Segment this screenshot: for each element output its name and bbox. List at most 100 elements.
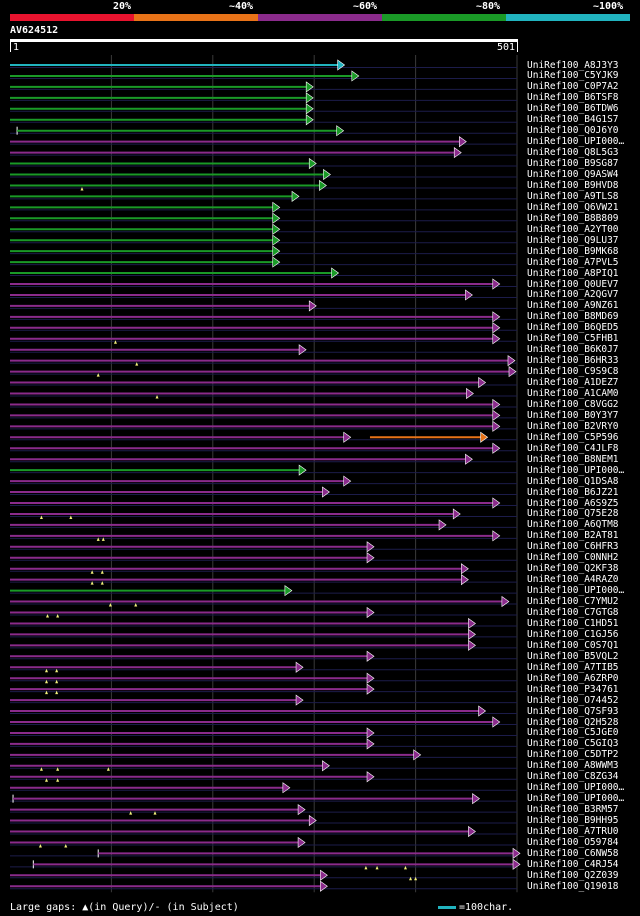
hit-name-link[interactable]: UniRef100_C5DTP2 [527, 749, 619, 761]
hit-name-link[interactable]: UniRef100_C0NNH2 [527, 552, 619, 564]
query-gap-mark [96, 537, 100, 541]
query-gap-mark [100, 581, 104, 585]
hit-name-link[interactable]: UniRef100_A1CAM0 [527, 388, 619, 399]
hit-name-link[interactable]: UniRef100_C5P596 [527, 431, 619, 443]
hit-name-link[interactable]: UniRef100_B6K0J7 [527, 344, 619, 356]
hit-name-link[interactable]: UniRef100_A8J3Y3 [527, 59, 619, 71]
hit-name-link[interactable]: UniRef100_Q2Z039 [527, 869, 619, 881]
hit-name-link[interactable]: UniRef100_Q1DSA8 [527, 475, 619, 487]
legend-swatch-80 [382, 14, 506, 21]
hit-name-link[interactable]: UniRef100_C0S7Q1 [527, 639, 619, 651]
scale-label: =100char. [459, 902, 514, 913]
hit-name-link[interactable]: UniRef100_Q0J6Y0 [527, 125, 619, 137]
ruler-start-label: 1 [13, 42, 20, 53]
hit-name-link[interactable]: UniRef100_B4G1S7 [527, 114, 619, 126]
hit-name-link[interactable]: UniRef100_Q19018 [527, 880, 619, 892]
hit-bar [10, 453, 473, 465]
hit-name-link[interactable]: UniRef100_C1GJ56 [527, 628, 619, 640]
hit-name-link[interactable]: UniRef100_C8VGG2 [527, 398, 619, 410]
hit-name-link[interactable]: UniRef100_C6NW58 [527, 847, 619, 859]
hit-name-link[interactable]: UniRef100_P34761 [527, 683, 619, 695]
hit-name-link[interactable]: UniRef100_O74452 [527, 694, 619, 706]
hit-name-link[interactable]: UniRef100_B9MK68 [527, 245, 619, 257]
hit-name-link[interactable]: UniRef100_A7TRU0 [527, 826, 619, 837]
hit-name-link[interactable]: UniRef100_A7TIB5 [527, 661, 619, 673]
hit-name-link[interactable]: UniRef100_A9TLS8 [527, 190, 619, 202]
hit-name-link[interactable]: UniRef100_A8PIQ1 [527, 267, 619, 279]
hit-bar [10, 760, 330, 772]
hit-name-link[interactable]: UniRef100_C5GIQ3 [527, 738, 619, 750]
hit-name-link[interactable]: UniRef100_B6TDW6 [527, 103, 619, 115]
query-gap-mark [56, 614, 60, 618]
hit-name-link[interactable]: UniRef100_C4RJ54 [527, 858, 619, 870]
hit-name-link[interactable]: UniRef100_B8NEM1 [527, 453, 619, 465]
hit-name-link[interactable]: UniRef100_A6S9Z5 [527, 497, 619, 509]
hit-name-link[interactable]: UniRef100_UPI000… [527, 585, 625, 597]
hit-bar [10, 333, 501, 345]
hit-name-link[interactable]: UniRef100_UPI000… [527, 464, 625, 476]
hit-name-link[interactable]: UniRef100_C6HFR3 [527, 541, 619, 553]
hit-name-link[interactable]: UniRef100_UPI000… [527, 136, 625, 148]
hit-name-link[interactable]: UniRef100_C0P7A2 [527, 81, 619, 93]
hit-name-link[interactable]: UniRef100_C1HD51 [527, 617, 619, 629]
hit-name-link[interactable]: UniRef100_Q2KF38 [527, 563, 619, 575]
hit-name-link[interactable]: UniRef100_B9HH95 [527, 815, 619, 827]
hit-name-list: UniRef100_A8J3Y3 UniRef100_C5YJK9 UniRef10… [527, 0, 640, 900]
hit-bar [10, 585, 293, 597]
hit-name-link[interactable]: UniRef100_UPI000… [527, 793, 625, 805]
hit-name-link[interactable]: UniRef100_B6TSF8 [527, 92, 619, 104]
hit-name-link[interactable]: UniRef100_B6QED5 [527, 322, 619, 334]
query-gap-mark [45, 668, 49, 673]
query-gap-mark [46, 614, 50, 618]
hit-name-link[interactable]: UniRef100_C8ZG34 [527, 771, 619, 783]
hit-bar [10, 136, 467, 148]
hit-name-link[interactable]: UniRef100_C5JGE0 [527, 727, 619, 739]
hit-name-link[interactable]: UniRef100_A2QGV7 [527, 289, 619, 301]
hit-name-link[interactable]: UniRef100_Q7SF93 [527, 705, 619, 717]
hit-bar [10, 825, 476, 838]
hit-name-link[interactable]: UniRef100_B2AT81 [527, 530, 619, 542]
hit-name-link[interactable]: UniRef100_A8WWM3 [527, 760, 619, 772]
hit-name-link[interactable]: UniRef100_UPI000… [527, 782, 625, 794]
hit-name-link[interactable]: UniRef100_Q8L5G3 [527, 147, 619, 159]
hit-name-link[interactable]: UniRef100_B6HR33 [527, 355, 619, 367]
query-gap-mark [45, 679, 49, 684]
hit-name-link[interactable]: UniRef100_B8MD69 [527, 311, 619, 323]
hit-name-link[interactable]: UniRef100_A7PVL5 [527, 256, 619, 268]
hit-name-link[interactable]: UniRef100_Q75E28 [527, 508, 619, 520]
hit-bar [10, 234, 281, 246]
hit-bar [10, 595, 510, 608]
query-gap-mark [129, 811, 133, 815]
hit-name-link[interactable]: UniRef100_Q6VW21 [527, 201, 619, 213]
hit-name-link[interactable]: UniRef100_B6JZ21 [527, 486, 619, 498]
hit-name-link[interactable]: UniRef100_O59784 [527, 836, 619, 848]
hit-name-link[interactable]: UniRef100_Q2H528 [527, 716, 619, 728]
hit-name-link[interactable]: UniRef100_C7GTG8 [527, 607, 619, 618]
hit-name-link[interactable]: UniRef100_C7YMU2 [527, 596, 619, 608]
hit-name-link[interactable]: UniRef100_Q9ASW4 [527, 169, 619, 180]
hit-name-link[interactable]: UniRef100_C5YJK9 [527, 70, 619, 82]
hit-name-link[interactable]: UniRef100_B0Y3Y7 [527, 409, 619, 421]
hit-bar [10, 672, 375, 684]
hit-name-link[interactable]: UniRef100_A6ZRP0 [527, 672, 619, 684]
footer-gap-legend: Large gaps: ▲(in Query)/- (in Subject) [10, 902, 239, 913]
hit-name-link[interactable]: UniRef100_C5FHB1 [527, 333, 619, 345]
hit-name-link[interactable]: UniRef100_B5VQL2 [527, 650, 619, 662]
hit-name-link[interactable]: UniRef100_A2YT00 [527, 223, 619, 235]
hit-name-link[interactable]: UniRef100_C9S9C8 [527, 366, 619, 378]
hit-name-link[interactable]: UniRef100_C4JLF8 [527, 442, 619, 454]
hit-name-link[interactable]: UniRef100_Q9LU37 [527, 234, 619, 246]
hit-name-link[interactable]: UniRef100_A6QTM8 [527, 519, 619, 531]
hit-name-link[interactable]: UniRef100_B9HVD8 [527, 179, 619, 191]
hit-name-link[interactable]: UniRef100_A1DEZ7 [527, 377, 619, 389]
hit-bar [10, 300, 317, 312]
hit-name-link[interactable]: UniRef100_A9NZ61 [527, 300, 619, 312]
hit-name-link[interactable]: UniRef100_B9SG87 [527, 158, 619, 170]
hit-name-link[interactable]: UniRef100_A4RAZ0 [527, 574, 619, 586]
hit-name-link[interactable]: UniRef100_Q0UEV7 [527, 278, 619, 290]
hit-name-link[interactable]: UniRef100_B8B809 [527, 212, 619, 224]
legend-swatch-20 [10, 14, 134, 21]
hit-name-link[interactable]: UniRef100_B2VRY0 [527, 420, 619, 432]
legend-swatch-100 [506, 14, 630, 21]
hit-name-link[interactable]: UniRef100_B3RM57 [527, 804, 619, 816]
